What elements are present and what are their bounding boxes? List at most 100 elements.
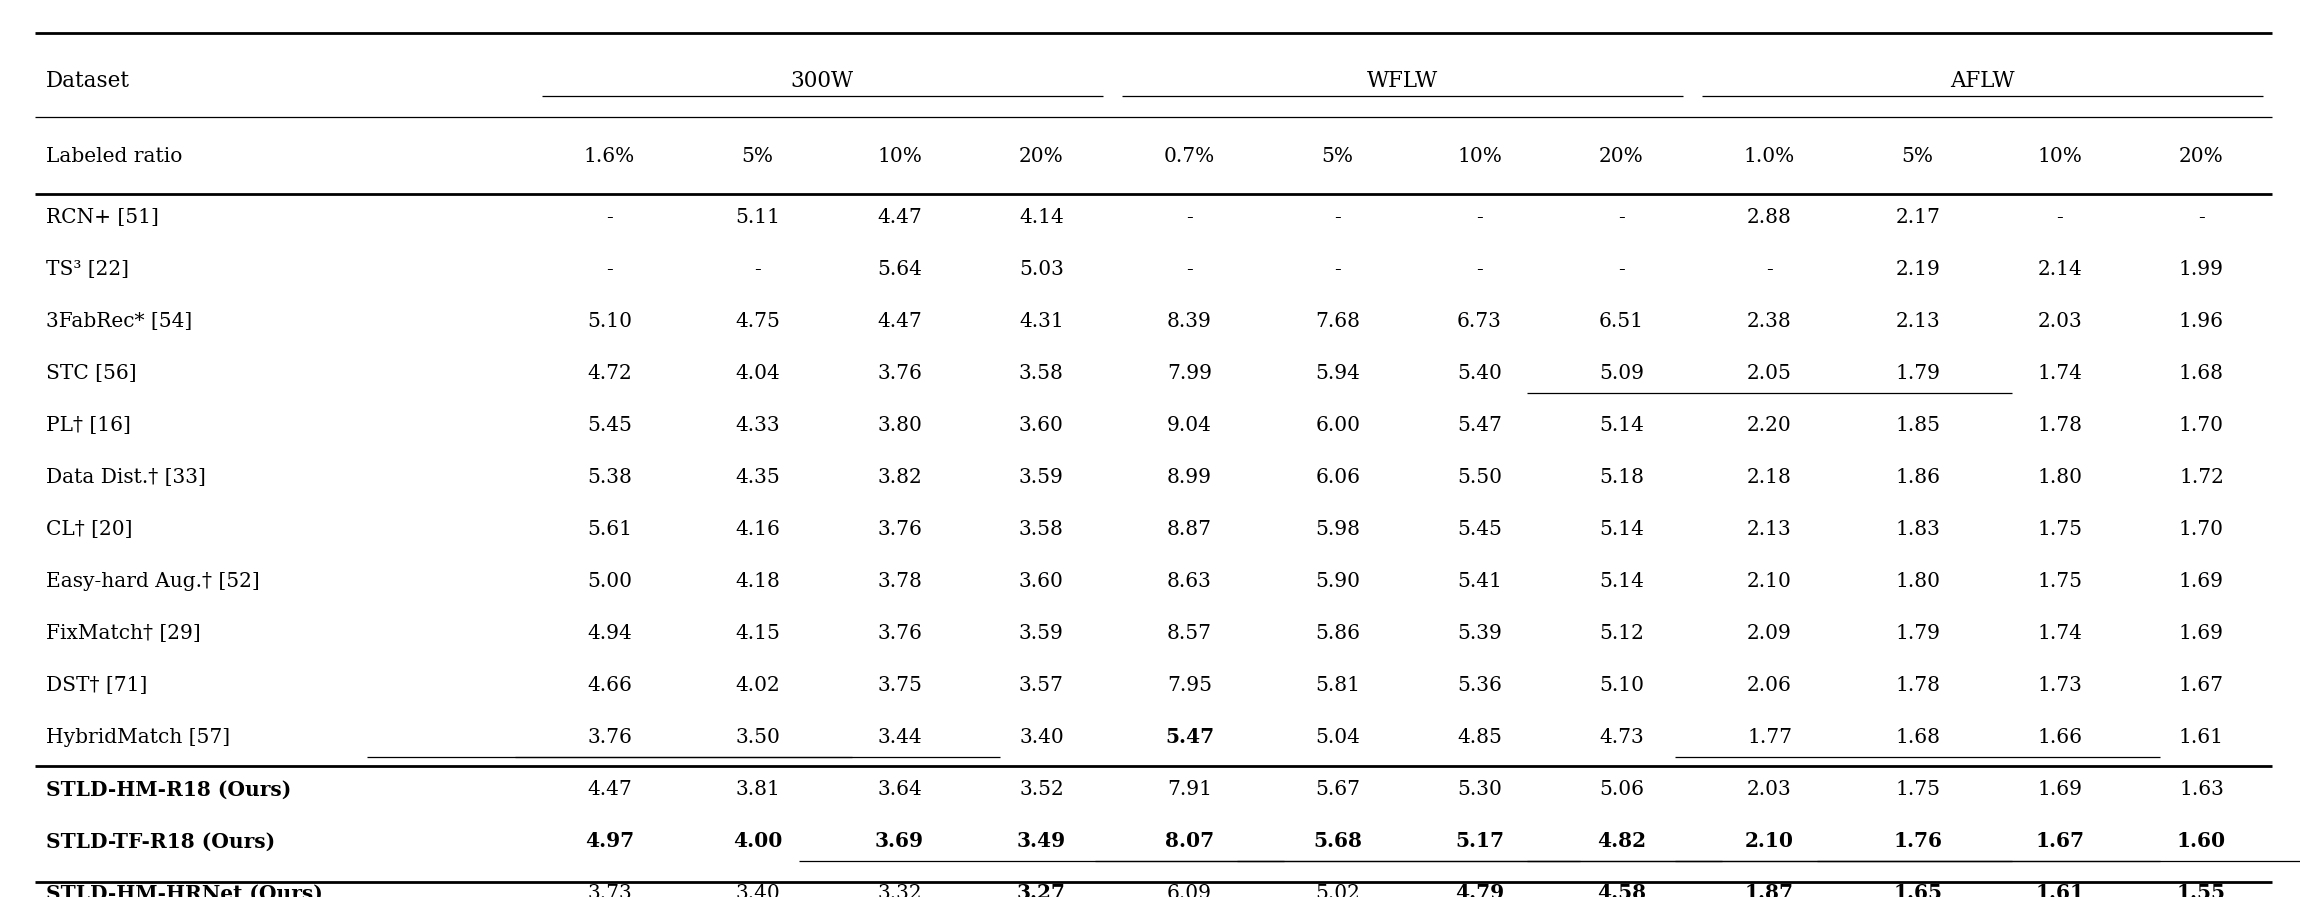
Text: 3.27: 3.27 <box>1017 884 1065 897</box>
Text: 3.57: 3.57 <box>1019 675 1065 695</box>
Text: 1.72: 1.72 <box>2178 467 2224 487</box>
Text: -: - <box>1766 259 1773 279</box>
Text: 1.6%: 1.6% <box>584 146 635 166</box>
Text: 4.31: 4.31 <box>1019 311 1065 331</box>
Text: 3.32: 3.32 <box>876 884 922 897</box>
Text: 3.44: 3.44 <box>876 727 922 747</box>
Text: 3.73: 3.73 <box>586 884 632 897</box>
Text: 2.03: 2.03 <box>2038 311 2082 331</box>
Text: 8.39: 8.39 <box>1166 311 1212 331</box>
Text: 5%: 5% <box>1902 146 1934 166</box>
Text: 5.47: 5.47 <box>1166 727 1214 747</box>
Text: 4.15: 4.15 <box>736 623 780 643</box>
Text: 1.70: 1.70 <box>2178 415 2224 435</box>
Text: 2.10: 2.10 <box>1746 832 1794 851</box>
Text: 5.67: 5.67 <box>1316 779 1359 799</box>
Text: 1.75: 1.75 <box>2038 519 2082 539</box>
Text: 3.75: 3.75 <box>876 675 922 695</box>
Text: 5.36: 5.36 <box>1458 675 1502 695</box>
Text: 5.12: 5.12 <box>1598 623 1644 643</box>
Text: 20%: 20% <box>1598 146 1644 166</box>
Text: FixMatch† [29]: FixMatch† [29] <box>46 623 200 643</box>
Text: 5.50: 5.50 <box>1458 467 1502 487</box>
Text: 5.90: 5.90 <box>1316 571 1359 591</box>
Text: 3.81: 3.81 <box>736 779 780 799</box>
Text: Dataset: Dataset <box>46 70 131 91</box>
Text: 4.35: 4.35 <box>736 467 780 487</box>
Text: AFLW: AFLW <box>1950 70 2015 91</box>
Text: 5.94: 5.94 <box>1316 363 1359 383</box>
Text: 7.68: 7.68 <box>1316 311 1359 331</box>
Text: 5.17: 5.17 <box>1456 832 1504 851</box>
Text: 1.83: 1.83 <box>1895 519 1941 539</box>
Text: 3.58: 3.58 <box>1019 363 1065 383</box>
Text: 2.14: 2.14 <box>2038 259 2082 279</box>
Text: 2.20: 2.20 <box>1748 415 1792 435</box>
Text: 3.76: 3.76 <box>876 519 922 539</box>
Text: 9.04: 9.04 <box>1166 415 1212 435</box>
Text: 5.41: 5.41 <box>1458 571 1502 591</box>
Text: -: - <box>1477 259 1484 279</box>
Text: -: - <box>1334 259 1341 279</box>
Text: 1.74: 1.74 <box>2038 623 2082 643</box>
Text: 10%: 10% <box>876 146 922 166</box>
Text: 4.79: 4.79 <box>1456 884 1504 897</box>
Text: Labeled ratio: Labeled ratio <box>46 146 182 166</box>
Text: 2.38: 2.38 <box>1748 311 1792 331</box>
Text: 3.49: 3.49 <box>1017 832 1065 851</box>
Text: 7.99: 7.99 <box>1166 363 1212 383</box>
Text: 1.67: 1.67 <box>2178 675 2224 695</box>
Text: -: - <box>1619 207 1624 227</box>
Text: 1.60: 1.60 <box>2176 832 2226 851</box>
Text: 5.11: 5.11 <box>736 207 780 227</box>
Text: 8.87: 8.87 <box>1166 519 1212 539</box>
Text: 3.58: 3.58 <box>1019 519 1065 539</box>
Text: 1.69: 1.69 <box>2178 623 2224 643</box>
Text: 2.19: 2.19 <box>1895 259 1941 279</box>
Text: 5.10: 5.10 <box>1598 675 1644 695</box>
Text: 1.87: 1.87 <box>1746 884 1794 897</box>
Text: 5.03: 5.03 <box>1019 259 1065 279</box>
Text: 6.51: 6.51 <box>1598 311 1644 331</box>
Text: 1.75: 1.75 <box>2038 571 2082 591</box>
Text: PL† [16]: PL† [16] <box>46 415 131 435</box>
Text: 1.68: 1.68 <box>1895 727 1941 747</box>
Text: 5.45: 5.45 <box>1458 519 1502 539</box>
Text: 6.06: 6.06 <box>1316 467 1359 487</box>
Text: -: - <box>1334 207 1341 227</box>
Text: 4.58: 4.58 <box>1596 884 1647 897</box>
Text: Data Dist.† [33]: Data Dist.† [33] <box>46 467 207 487</box>
Text: STLD-HM-R18 (Ours): STLD-HM-R18 (Ours) <box>46 779 292 799</box>
Text: 2.13: 2.13 <box>1895 311 1939 331</box>
Text: 2.13: 2.13 <box>1748 519 1792 539</box>
Text: 1.68: 1.68 <box>2178 363 2224 383</box>
Text: 1.75: 1.75 <box>1895 779 1941 799</box>
Text: 5.39: 5.39 <box>1458 623 1502 643</box>
Text: 3.76: 3.76 <box>876 623 922 643</box>
Text: 5.14: 5.14 <box>1598 415 1644 435</box>
Text: 10%: 10% <box>1458 146 1502 166</box>
Text: 5.64: 5.64 <box>876 259 922 279</box>
Text: 5.10: 5.10 <box>586 311 632 331</box>
Text: 5.18: 5.18 <box>1598 467 1644 487</box>
Text: 1.73: 1.73 <box>2038 675 2082 695</box>
Text: 8.07: 8.07 <box>1166 832 1214 851</box>
Text: 4.00: 4.00 <box>734 832 782 851</box>
Text: 4.33: 4.33 <box>736 415 780 435</box>
Text: STLD-TF-R18 (Ours): STLD-TF-R18 (Ours) <box>46 832 276 851</box>
Text: 5.30: 5.30 <box>1458 779 1502 799</box>
Text: 2.10: 2.10 <box>1748 571 1792 591</box>
Text: 1.69: 1.69 <box>2178 571 2224 591</box>
Text: 20%: 20% <box>1019 146 1065 166</box>
Text: 5.14: 5.14 <box>1598 519 1644 539</box>
Text: 5.00: 5.00 <box>586 571 632 591</box>
Text: 5.68: 5.68 <box>1313 832 1362 851</box>
Text: 3.40: 3.40 <box>736 884 780 897</box>
Text: 4.04: 4.04 <box>736 363 780 383</box>
Text: Easy-hard Aug.† [52]: Easy-hard Aug.† [52] <box>46 571 260 591</box>
Text: 10%: 10% <box>2038 146 2082 166</box>
Text: RCN+ [51]: RCN+ [51] <box>46 207 159 227</box>
Text: 4.47: 4.47 <box>586 779 632 799</box>
Text: 1.67: 1.67 <box>2036 832 2084 851</box>
Text: 3.40: 3.40 <box>1019 727 1065 747</box>
